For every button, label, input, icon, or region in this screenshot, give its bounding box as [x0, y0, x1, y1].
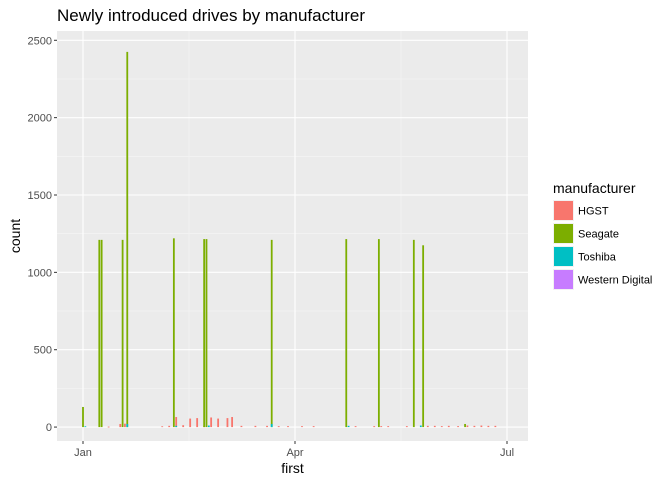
- y-tick-label: 1000: [28, 267, 52, 279]
- bar-hgst: [301, 426, 303, 428]
- bar-hgst: [354, 426, 357, 428]
- bar-toshiba: [175, 425, 178, 428]
- bar-hgst: [175, 417, 178, 428]
- bar-hgst: [266, 425, 268, 428]
- bar-hgst: [440, 426, 443, 428]
- bar-hgst: [254, 425, 257, 428]
- bar-toshiba: [84, 426, 87, 428]
- bar-hgst: [433, 425, 436, 428]
- bar-hgst: [119, 423, 122, 428]
- y-axis-title: count: [7, 219, 23, 253]
- bar-seagate: [412, 239, 415, 428]
- bar-seagate: [121, 239, 124, 428]
- legend-swatch-seagate: [554, 224, 573, 243]
- bar-seagate: [270, 239, 273, 428]
- legend-label-hgst: HGST: [578, 206, 609, 218]
- bar-seagate: [422, 245, 425, 428]
- bar-hgst: [466, 425, 469, 428]
- y-tick-label: 500: [34, 345, 52, 357]
- bar-hgst: [373, 426, 376, 428]
- y-tick-label: 0: [46, 422, 52, 434]
- chart-title: Newly introduced drives by manufacturer: [57, 6, 365, 25]
- bar-hgst: [226, 418, 229, 428]
- bar-hgst: [447, 425, 450, 428]
- bar-seagate: [205, 239, 208, 428]
- bar-hgst: [387, 426, 390, 428]
- bar-hgst: [494, 425, 497, 428]
- bar-hgst: [312, 426, 315, 428]
- legend: manufacturer HGST Seagate Toshiba Western D…: [553, 180, 652, 290]
- bar-seagate: [377, 239, 380, 428]
- bar-hgst: [240, 425, 243, 428]
- bar-seagate: [203, 239, 206, 428]
- y-axis: 0 500 1000 1500 2000 2500: [28, 35, 57, 434]
- bars: [82, 51, 497, 428]
- bar-hgst: [182, 425, 185, 428]
- bar-seagate: [126, 51, 129, 428]
- bar-hgst: [277, 426, 280, 428]
- legend-swatch-western-digital: [554, 270, 573, 289]
- x-axis: Jan Apr Jul: [74, 441, 514, 459]
- bar-toshiba: [126, 423, 129, 428]
- legend-label-toshiba: Toshiba: [578, 252, 617, 264]
- x-tick-label: Jan: [74, 447, 92, 459]
- bar-hgst: [217, 418, 220, 428]
- bar-seagate: [345, 239, 348, 428]
- legend-label-seagate: Seagate: [578, 229, 619, 241]
- bar-toshiba: [347, 425, 350, 428]
- bar-hgst: [210, 417, 213, 428]
- x-axis-title: first: [281, 460, 304, 476]
- bar-seagate: [464, 423, 466, 428]
- bar-hgst: [426, 425, 429, 428]
- x-tick-label: Apr: [286, 447, 303, 459]
- legend-label-western-digital: Western Digital: [578, 275, 652, 287]
- bar-seagate: [100, 239, 103, 428]
- bar-hgst: [473, 425, 476, 428]
- bar-hgst: [405, 426, 408, 428]
- bar-toshiba: [419, 425, 422, 428]
- legend-swatch-hgst: [554, 201, 573, 220]
- bar-seagate: [172, 238, 175, 428]
- bar-hgst: [287, 426, 289, 428]
- y-tick-label: 2500: [28, 35, 52, 47]
- bar-hgst: [457, 426, 459, 428]
- legend-title: manufacturer: [553, 180, 636, 196]
- x-tick-label: Jul: [500, 447, 514, 459]
- bar-hgst: [480, 425, 483, 428]
- bar-hgst: [196, 418, 199, 428]
- bar-toshiba: [270, 423, 273, 428]
- y-tick-label: 1500: [28, 190, 52, 202]
- bar-hgst: [107, 426, 110, 428]
- y-tick-label: 2000: [28, 113, 52, 125]
- bar-hgst: [161, 426, 164, 428]
- major-gridlines: [57, 31, 528, 441]
- plot-panel: [57, 31, 528, 441]
- bar-hgst: [168, 425, 171, 428]
- legend-swatch-toshiba: [554, 247, 573, 266]
- bar-toshiba: [207, 425, 210, 428]
- bar-hgst: [124, 423, 126, 428]
- minor-gridlines: [57, 31, 528, 441]
- bar-hgst: [231, 417, 234, 428]
- bar-hgst: [487, 425, 490, 428]
- bar-seagate: [98, 239, 101, 428]
- bar-hgst: [380, 426, 383, 428]
- bar-hgst: [189, 418, 192, 428]
- bar-seagate: [82, 406, 84, 428]
